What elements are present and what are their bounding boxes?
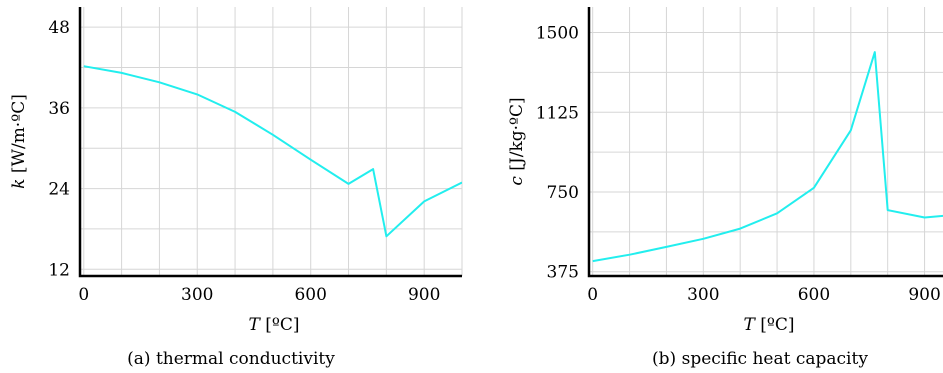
- axis-frame: [78, 7, 462, 278]
- x-axis-unit: [ºC]: [755, 315, 795, 335]
- chart-panel-a: 0 300 600 900 12 24 36 48 T [ºC] k [W/m·ºC] (a) th…: [9, 7, 463, 369]
- y-tick-label: 36: [48, 99, 70, 119]
- x-tick-label: 300: [181, 285, 213, 305]
- y-axis-label: c [J/kg·ºC]: [507, 97, 527, 185]
- x-tick-label: 300: [687, 285, 719, 305]
- x-tick-label: 600: [294, 285, 326, 305]
- y-axis-unit: [W/m·ºC]: [9, 94, 29, 178]
- y-tick-label: 48: [48, 18, 70, 38]
- series-line: [592, 51, 943, 263]
- y-tick-label: 750: [547, 183, 579, 203]
- x-tick-label: 900: [908, 285, 940, 305]
- y-tick-label: 24: [48, 180, 70, 200]
- y-tick-label: 12: [48, 260, 70, 280]
- axis-frame: [587, 7, 943, 278]
- y-tick-label: 1500: [536, 24, 579, 44]
- x-tick-label: 0: [78, 285, 89, 305]
- x-tick-label: 900: [408, 285, 440, 305]
- y-tick-label: 375: [547, 263, 579, 283]
- x-axis-unit: [ºC]: [260, 315, 300, 335]
- chart-caption: (a) thermal conductivity: [127, 349, 335, 369]
- x-axis-variable: T: [248, 315, 261, 335]
- y-axis-variable: c: [507, 176, 527, 186]
- x-tick-label: 0: [587, 285, 598, 305]
- y-axis-variable: k: [9, 179, 29, 189]
- x-axis-variable: T: [743, 315, 756, 335]
- x-axis-label: T [ºC]: [248, 315, 299, 335]
- series-line: [83, 65, 462, 238]
- y-axis-label: k [W/m·ºC]: [9, 94, 29, 189]
- x-axis-label: T [ºC]: [743, 315, 794, 335]
- x-tick-label: 600: [798, 285, 830, 305]
- y-tick-label: 1125: [536, 103, 579, 123]
- chart-panel-b: 0 300 600 900 375 750 1125 1500 T [ºC] c [J/kg·ºC…: [507, 7, 943, 369]
- y-axis-unit: [J/kg·ºC]: [507, 97, 527, 176]
- chart-caption: (b) specific heat capacity: [652, 349, 868, 369]
